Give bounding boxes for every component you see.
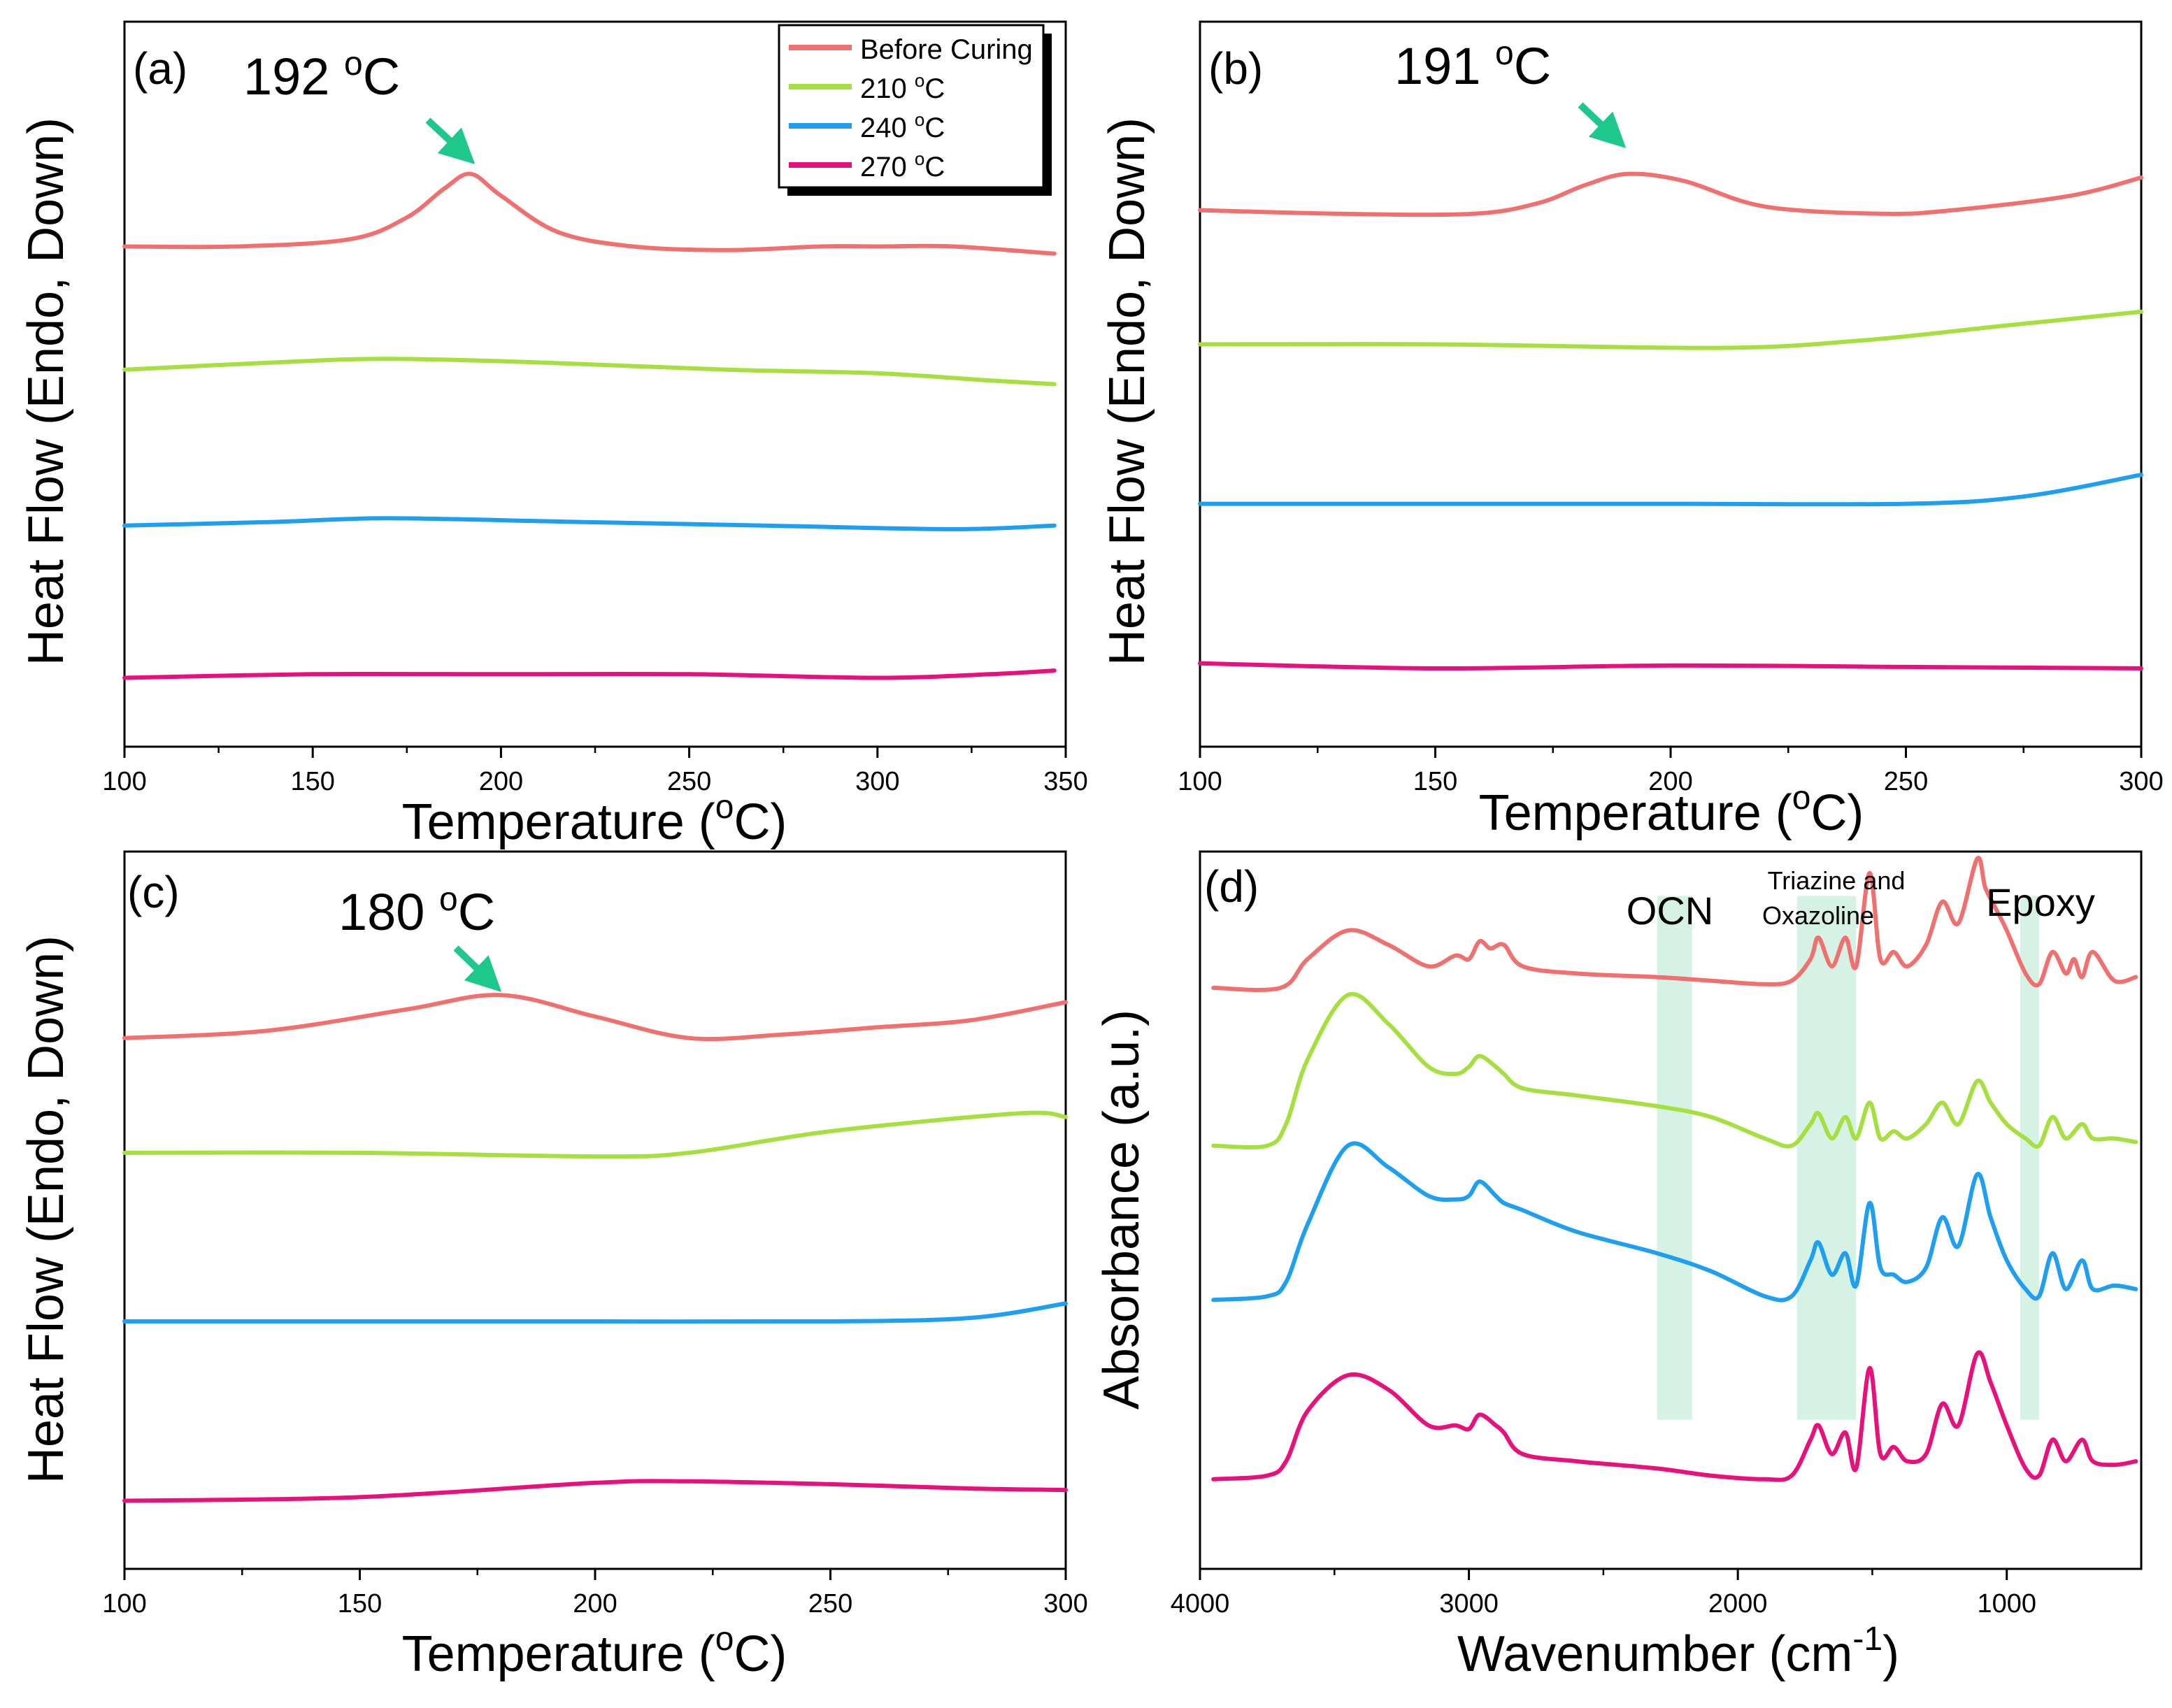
- panel-label-a: (a): [133, 43, 187, 94]
- peak-arrow-a: [425, 117, 476, 164]
- series-line-d-t240: [1211, 1141, 2138, 1302]
- x-tick-label: 150: [1413, 767, 1457, 796]
- y-axis-label-b: Heat Flow (Endo, Down): [1099, 117, 1155, 666]
- x-tick-label: 1000: [1977, 1589, 2036, 1619]
- peak-arrow-b: [1578, 102, 1627, 148]
- panel-d: 4000 3000 2000 1000 (d) OCN Triazine and Ox…: [1094, 850, 2143, 1682]
- series-line-b-t210: [1198, 309, 2143, 350]
- peak-label-a: 192 oC: [243, 45, 400, 106]
- x-axis-label-b: Temperature (oC): [1479, 780, 1864, 841]
- x-tick-label: 2000: [1708, 1589, 1768, 1619]
- legend-a: Before Curing 210 oC 240 oC 270 oC: [778, 24, 1052, 196]
- x-tick-label: 250: [667, 767, 711, 796]
- x-axis-label-d: Wavenumber (cm-1): [1457, 1621, 1899, 1682]
- x-tick-label: 300: [855, 767, 899, 796]
- series-line-d-t210: [1211, 991, 2138, 1149]
- series-group-a: [122, 171, 1057, 680]
- x-tick-label: 4000: [1171, 1589, 1230, 1619]
- plot-frame-d: [1199, 850, 2143, 1570]
- panel-b: 100 150 200 250 300 (b) 191 oC Heat Flow (En…: [1099, 20, 2164, 841]
- panel-c: 100 150 200 250 300 (c) 180 oC Heat Flow (En…: [18, 850, 1088, 1682]
- x-tick-label: 300: [1043, 1589, 1087, 1619]
- x-axis-label-a: Temperature (oC): [402, 789, 787, 850]
- x-tick-label: 200: [573, 1589, 617, 1619]
- band-label-ocn: OCN: [1627, 889, 1713, 933]
- series-line-a-before: [122, 171, 1057, 256]
- x-tick-label: 200: [479, 767, 523, 796]
- series-line-b-t240: [1198, 473, 2143, 507]
- series-group-b: [1198, 171, 2143, 671]
- legend-label-before: Before Curing: [860, 34, 1033, 65]
- panel-label-b: (b): [1208, 43, 1263, 94]
- x-ticks-d: 4000 3000 2000 1000: [1171, 1569, 2036, 1619]
- band-label-triazine-line2: Oxazoline: [1762, 901, 1874, 930]
- peak-label-b: 191 oC: [1394, 35, 1551, 95]
- x-tick-label: 350: [1043, 767, 1087, 796]
- series-line-b-before: [1198, 171, 2143, 217]
- x-tick-label: 300: [2119, 767, 2163, 796]
- series-line-c-t210: [122, 1110, 1068, 1159]
- series-line-d-t270: [1211, 1350, 2138, 1482]
- x-tick-label: 150: [338, 1589, 382, 1619]
- series-group-c: [122, 993, 1068, 1503]
- highlight-band-0: [1657, 896, 1692, 1420]
- series-line-a-t270: [122, 668, 1057, 680]
- band-label-triazine-line1: Triazine and: [1768, 866, 1906, 895]
- x-tick-label: 250: [1884, 767, 1928, 796]
- panel-a: 100 150 200 250 300 350 (a) 192 oC Heat Flow …: [18, 20, 1088, 850]
- y-axis-label-c: Heat Flow (Endo, Down): [18, 935, 74, 1484]
- highlight-band-2: [2020, 896, 2039, 1420]
- series-line-c-before: [122, 993, 1068, 1042]
- peak-label-c: 180 oC: [338, 881, 495, 941]
- x-tick-label: 200: [1648, 767, 1692, 796]
- series-line-c-t240: [122, 1301, 1068, 1324]
- peak-arrow-c: [453, 945, 502, 992]
- series-line-c-t270: [122, 1479, 1068, 1503]
- series-line-d-before: [1211, 856, 2138, 992]
- x-tick-label: 100: [102, 1589, 146, 1619]
- x-ticks-b: 100 150 200 250 300: [1178, 747, 2164, 796]
- band-label-epoxy: Epoxy: [1986, 880, 2095, 924]
- x-tick-label: 250: [808, 1589, 852, 1619]
- x-tick-label: 100: [1178, 767, 1222, 796]
- highlight-bands-d: [1657, 896, 2039, 1420]
- x-tick-label: 3000: [1439, 1589, 1499, 1619]
- x-tick-label: 150: [290, 767, 334, 796]
- x-axis-label-c: Temperature (oC): [402, 1621, 787, 1682]
- legend-label-270: 270 oC: [860, 148, 945, 182]
- plot-frame-c: [123, 850, 1067, 1570]
- series-group-d: [1211, 856, 2138, 1482]
- series-line-a-t240: [122, 516, 1057, 531]
- series-line-a-t210: [122, 357, 1057, 387]
- panel-label-d: (d): [1204, 861, 1259, 912]
- x-ticks-a: 100 150 200 250 300 350: [102, 747, 1088, 796]
- panel-label-c: (c): [127, 867, 180, 917]
- y-axis-label-a: Heat Flow (Endo, Down): [18, 117, 74, 666]
- legend-box: [778, 24, 1045, 189]
- highlight-band-1: [1796, 896, 1857, 1420]
- legend-label-210: 210 oC: [860, 70, 945, 104]
- x-ticks-c: 100 150 200 250 300: [102, 1569, 1088, 1619]
- x-tick-label: 100: [102, 767, 146, 796]
- legend-label-240: 240 oC: [860, 109, 945, 143]
- series-line-b-t270: [1198, 661, 2143, 671]
- plot-frame-b: [1199, 20, 2143, 748]
- y-axis-label-d: Absorbance (a.u.): [1094, 1010, 1150, 1409]
